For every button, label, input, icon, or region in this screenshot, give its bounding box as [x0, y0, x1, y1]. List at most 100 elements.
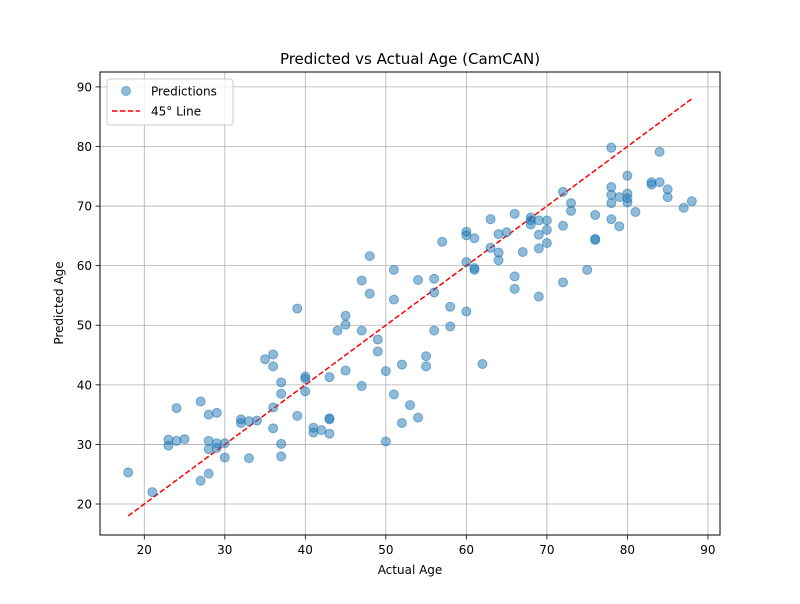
legend-box	[106, 78, 234, 126]
scatter-point	[622, 197, 633, 208]
scatter-point	[388, 294, 399, 305]
scatter-point	[469, 264, 480, 275]
scatter-point	[276, 438, 287, 449]
scatter-point	[300, 373, 311, 384]
scatter-point	[292, 410, 303, 421]
y-tick-label: 40	[77, 378, 92, 392]
scatter-point	[268, 423, 279, 434]
y-tick-label: 90	[77, 80, 92, 94]
scatter-point	[372, 346, 383, 357]
scatter-point	[405, 400, 415, 411]
scatter-point	[268, 402, 279, 413]
y-tick-label: 60	[77, 259, 92, 273]
y-tick-label: 50	[77, 319, 92, 333]
scatter-point	[533, 243, 544, 254]
scatter-point	[211, 443, 222, 454]
scatter-point	[509, 283, 520, 294]
scatter-point	[332, 325, 343, 336]
scatter-point	[590, 235, 601, 246]
scatter-point	[179, 434, 190, 445]
scatter-point	[276, 377, 287, 388]
legend-label-predictions: Predictions	[151, 85, 217, 99]
scatter-point	[557, 220, 568, 231]
scatter-point	[614, 221, 625, 232]
scatter-point	[493, 255, 504, 266]
scatter-point	[686, 196, 697, 207]
scatter-point	[557, 277, 568, 288]
x-tick-label: 70	[539, 543, 554, 557]
scatter-point	[477, 358, 488, 369]
scatter-point	[590, 210, 601, 221]
scatter-point	[147, 487, 158, 498]
reference-line-45-degree	[127, 98, 693, 517]
scatter-point	[292, 303, 303, 314]
scatter-point	[268, 349, 279, 360]
scatter-point	[123, 467, 134, 478]
x-tick-label: 20	[137, 543, 152, 557]
scatter-point	[243, 453, 254, 464]
scatter-point	[203, 444, 214, 455]
scatter-point	[324, 414, 335, 425]
scatter-point	[622, 170, 633, 181]
scatter-point	[445, 321, 456, 332]
scatter-point	[356, 275, 367, 286]
scatter-point	[678, 202, 689, 213]
scatter-point	[421, 361, 432, 372]
scatter-point	[316, 425, 327, 436]
legend-marker-predictions	[121, 86, 131, 96]
scatter-point	[324, 428, 335, 439]
scatter-point	[163, 440, 174, 451]
scatter-point	[566, 205, 577, 216]
scatter-point	[493, 229, 504, 240]
scatter-point	[396, 359, 407, 370]
scatter-point	[606, 142, 617, 153]
y-tick-label: 70	[77, 200, 92, 214]
scatter-point	[630, 207, 641, 218]
scatter-point	[340, 319, 351, 330]
scatter-point	[219, 438, 230, 449]
grid	[100, 72, 720, 535]
scatter-point	[413, 412, 424, 423]
reference-line-layer	[127, 98, 693, 517]
legend-label-45-degree-line: 45° Line	[151, 105, 201, 119]
scatter-point	[171, 435, 182, 446]
scatter-point	[340, 310, 351, 321]
y-axis-label: Predicted Age	[52, 261, 66, 344]
scatter-point	[533, 229, 544, 240]
scatter-point	[606, 214, 617, 225]
scatter-point	[380, 436, 391, 447]
scatter-point	[260, 354, 271, 365]
x-tick-label: 60	[459, 543, 474, 557]
scatter-point	[485, 242, 496, 253]
scatter-point	[364, 288, 375, 299]
scatter-point	[340, 365, 351, 376]
scatter-point	[662, 192, 673, 203]
points-layer	[123, 142, 697, 498]
scatter-point	[252, 415, 263, 426]
scatter-point	[533, 291, 544, 302]
x-tick-label: 30	[217, 543, 232, 557]
scatter-point	[557, 186, 568, 197]
chart-title: Predicted vs Actual Age (CamCAN)	[280, 50, 540, 68]
scatter-point	[380, 366, 391, 377]
scatter-point	[485, 214, 496, 225]
scatter-point	[461, 306, 472, 317]
scatter-point	[219, 452, 230, 463]
scatter-point	[203, 468, 214, 479]
scatter-point	[469, 233, 480, 244]
scatter-point	[509, 271, 520, 282]
scatter-point	[437, 236, 448, 247]
scatter-point	[388, 389, 399, 400]
scatter-point	[300, 386, 311, 397]
scatter-point	[356, 325, 367, 336]
scatter-point	[203, 409, 214, 420]
scatter-point	[654, 177, 665, 188]
scatter-point	[606, 198, 617, 209]
scatter-point	[324, 372, 335, 383]
scatter-point	[461, 257, 472, 268]
scatter-point	[276, 451, 287, 462]
scatter-point	[396, 417, 407, 428]
scatter-point	[372, 334, 383, 345]
